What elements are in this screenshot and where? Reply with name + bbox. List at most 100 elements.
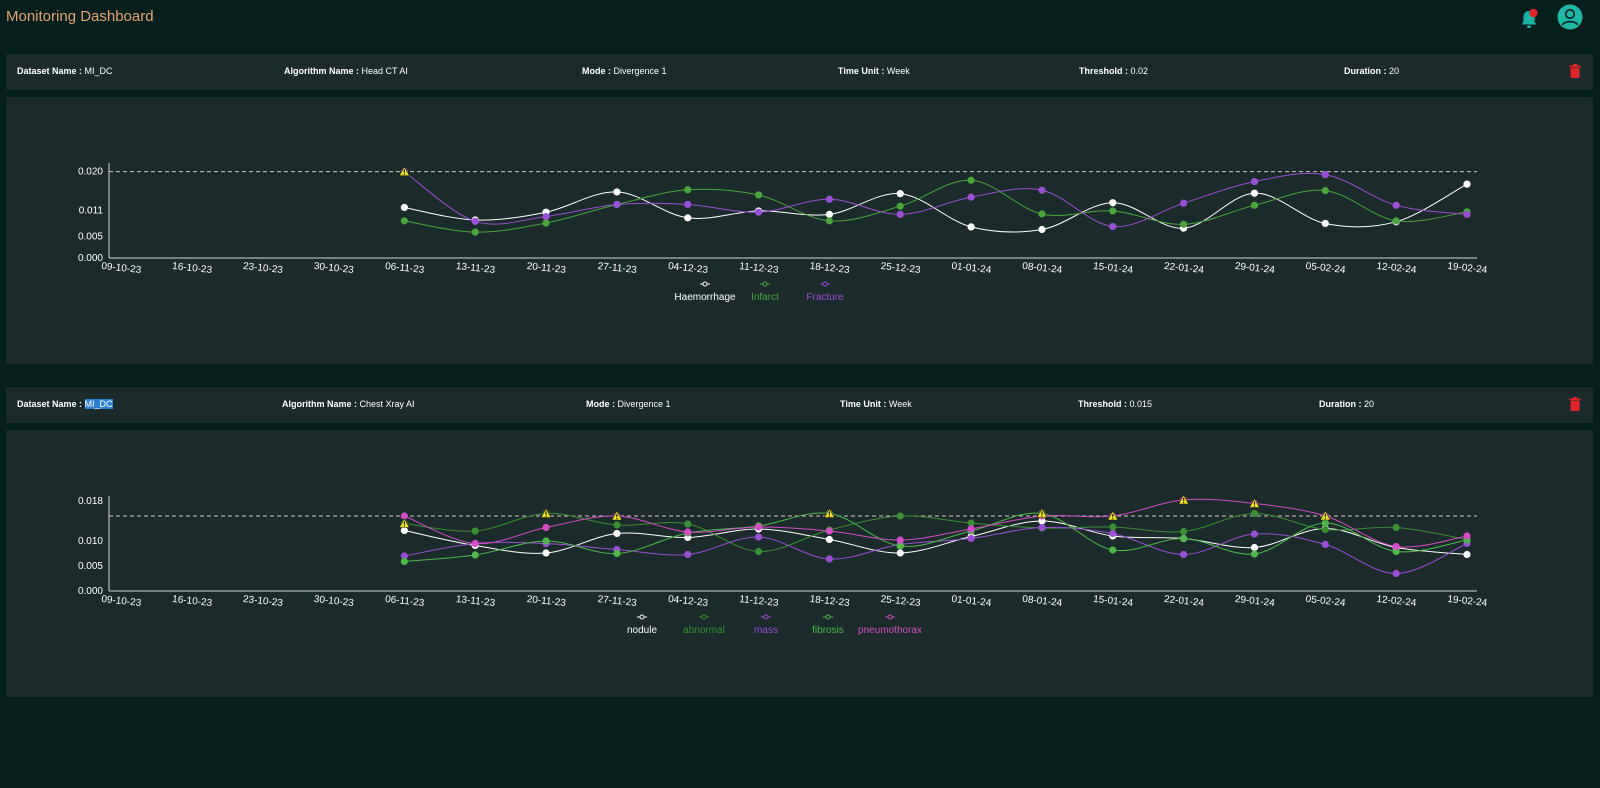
data-point bbox=[825, 210, 834, 218]
x-tick-label: 29-01-24 bbox=[1234, 261, 1275, 276]
legend-label: Fracture bbox=[806, 292, 844, 303]
data-point bbox=[1463, 180, 1471, 188]
data-point bbox=[1109, 222, 1117, 231]
x-tick-label: 25-12-23 bbox=[880, 261, 921, 276]
data-point bbox=[684, 200, 692, 209]
series-line-pneumothorax bbox=[404, 498, 1468, 548]
data-point bbox=[967, 223, 975, 231]
duration-field: Duration : 20 bbox=[1319, 399, 1375, 409]
data-point bbox=[1180, 550, 1188, 559]
y-tick-label: 0.000 bbox=[78, 586, 103, 597]
delete-icon[interactable] bbox=[1569, 64, 1581, 78]
data-point bbox=[1321, 519, 1329, 527]
series-line-infarct bbox=[404, 179, 1468, 233]
time-unit-field: Time Unit : Week bbox=[838, 66, 910, 76]
data-point bbox=[613, 549, 621, 558]
x-tick-label: 09-10-23 bbox=[101, 594, 142, 609]
x-tick-label: 01-01-24 bbox=[951, 261, 992, 276]
data-point bbox=[754, 208, 763, 216]
data-point bbox=[754, 523, 763, 531]
legend-label: pneumothorax bbox=[858, 625, 922, 636]
legend-marker bbox=[825, 614, 831, 620]
monitor-info-bar: Dataset Name : MI_DC Algorithm Name : He… bbox=[6, 54, 1593, 90]
x-tick-label: 29-01-24 bbox=[1234, 594, 1275, 609]
data-point bbox=[1463, 210, 1471, 218]
monitor-info-bar: Dataset Name : MI_DC Algorithm Name : Ch… bbox=[6, 387, 1593, 423]
legend-marker bbox=[887, 614, 893, 620]
x-tick-label: 20-11-23 bbox=[526, 594, 567, 609]
x-tick-label: 13-11-23 bbox=[455, 594, 496, 609]
legend-label: abnormal bbox=[683, 625, 725, 636]
x-tick-label: 30-10-23 bbox=[313, 594, 354, 609]
data-point bbox=[684, 520, 692, 528]
x-tick-label: 08-01-24 bbox=[1022, 261, 1063, 276]
data-point bbox=[1321, 219, 1329, 228]
delete-icon[interactable] bbox=[1569, 397, 1581, 411]
data-point bbox=[1250, 530, 1259, 538]
data-point bbox=[471, 527, 479, 535]
y-tick-label: 0.005 bbox=[78, 561, 103, 572]
x-tick-label: 25-12-23 bbox=[880, 594, 921, 609]
data-point bbox=[400, 512, 408, 520]
data-point bbox=[1392, 547, 1400, 556]
duration-field: Duration : 20 bbox=[1344, 66, 1400, 76]
x-tick-label: 12-02-24 bbox=[1376, 594, 1417, 609]
time-unit-field: Time Unit : Week bbox=[840, 399, 912, 409]
x-tick-label: 06-11-23 bbox=[385, 261, 426, 276]
data-point bbox=[896, 536, 904, 544]
x-tick-label: 30-10-23 bbox=[313, 261, 354, 276]
data-point bbox=[825, 195, 834, 203]
x-tick-label: 19-02-24 bbox=[1447, 594, 1488, 609]
legend-marker bbox=[763, 614, 769, 620]
data-point bbox=[400, 526, 408, 535]
y-tick-label: 0.018 bbox=[78, 496, 103, 507]
series-line-mass bbox=[404, 526, 1468, 575]
mode-field: Mode : Divergence 1 bbox=[586, 399, 671, 409]
x-tick-label: 08-01-24 bbox=[1022, 594, 1063, 609]
data-point bbox=[684, 528, 692, 536]
data-point bbox=[896, 190, 904, 198]
data-point bbox=[400, 552, 408, 560]
top-bar: Monitoring Dashboard bbox=[0, 0, 1600, 40]
data-point bbox=[1038, 225, 1046, 234]
x-tick-label: 27-11-23 bbox=[597, 261, 638, 276]
x-tick-label: 16-10-23 bbox=[172, 261, 213, 276]
x-tick-label: 18-12-23 bbox=[809, 261, 850, 276]
data-point bbox=[471, 217, 479, 225]
data-point bbox=[825, 217, 834, 225]
data-point bbox=[613, 529, 621, 538]
warning-icon bbox=[823, 507, 835, 518]
data-point bbox=[471, 228, 479, 236]
legend-label: Infarct bbox=[751, 292, 779, 303]
data-point bbox=[1109, 207, 1117, 215]
data-point bbox=[1180, 527, 1188, 536]
data-point bbox=[896, 542, 904, 550]
bell-icon[interactable] bbox=[1518, 8, 1540, 30]
x-tick-label: 11-12-23 bbox=[739, 261, 780, 276]
y-tick-label: 0.000 bbox=[78, 253, 103, 264]
data-point bbox=[471, 539, 479, 548]
dataset-name-field: Dataset Name : MI_DC bbox=[17, 399, 113, 409]
data-point bbox=[825, 555, 834, 563]
line-chart: 0.000 0.005 0.011 0.020 09-10-23 16-10-23 23-1… bbox=[78, 163, 1488, 303]
warning-icon bbox=[1178, 494, 1190, 505]
x-tick-label: 22-01-24 bbox=[1163, 594, 1204, 609]
data-point bbox=[967, 534, 975, 543]
warning-icon bbox=[611, 510, 623, 521]
user-avatar-icon[interactable] bbox=[1557, 4, 1583, 30]
warning-icon bbox=[540, 507, 552, 518]
data-point bbox=[754, 191, 763, 199]
threshold-field: Threshold : 0.02 bbox=[1079, 66, 1149, 76]
data-point bbox=[1109, 523, 1117, 531]
x-tick-label: 20-11-23 bbox=[526, 261, 567, 276]
x-tick-label: 04-12-23 bbox=[668, 261, 709, 276]
x-tick-label: 04-12-23 bbox=[668, 594, 709, 609]
x-tick-label: 05-02-24 bbox=[1305, 594, 1346, 609]
data-point bbox=[967, 519, 975, 527]
series-line-fracture bbox=[404, 171, 1468, 228]
chart-panel: 0.000 0.005 0.010 0.018 09-10-23 16-10-23 23-1… bbox=[6, 430, 1593, 697]
data-point bbox=[1321, 187, 1329, 195]
warning-icon bbox=[398, 517, 410, 528]
algorithm-name-field: Algorithm Name : Chest Xray AI bbox=[282, 399, 415, 409]
data-point bbox=[400, 203, 408, 212]
